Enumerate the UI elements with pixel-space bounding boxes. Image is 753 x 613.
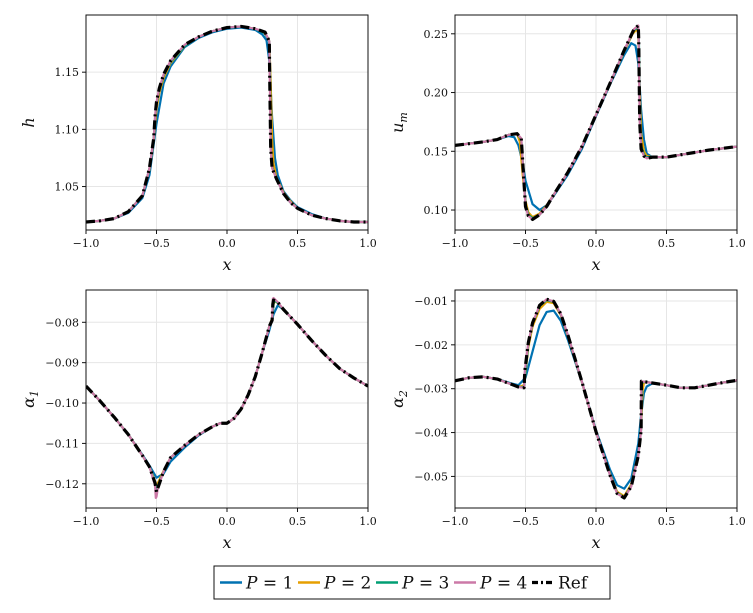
x-tick-label: −1.0: [73, 515, 100, 528]
x-tick-label: 0.5: [658, 237, 676, 250]
x-tick-label: −0.5: [143, 237, 170, 250]
y-tick-label: −0.10: [45, 397, 79, 410]
x-tick-label: 0.0: [218, 237, 236, 250]
legend-label: P = 1: [245, 574, 293, 594]
series-group: [455, 297, 737, 500]
y-tick-label: −0.11: [45, 437, 79, 450]
x-axis-label: x: [222, 533, 231, 552]
y-axis-label: h: [19, 117, 38, 127]
legend-box: [213, 565, 611, 600]
panel-4: −1.0 −0.5 0.0 0.5 1.0 −0.05 −0.04 −0.03 −0.02 −0.…: [388, 289, 746, 552]
x-tick-label: 0.5: [289, 237, 307, 250]
legend-label: P = 2: [323, 574, 371, 594]
x-tick-label: 0.0: [587, 237, 605, 250]
panel-3: −1.0 −0.5 0.0 0.5 1.0 −0.12 −0.11 −0.10 −0.09 −0.…: [19, 289, 377, 552]
y-tick-label: −0.09: [45, 357, 79, 370]
y-axis-label: um: [388, 112, 410, 133]
y-tick-label: −0.05: [414, 470, 448, 483]
series-line-5: [455, 297, 737, 500]
legend-label: P = 4: [479, 574, 527, 594]
y-tick-label: 0.15: [424, 145, 449, 158]
y-tick-label: −0.02: [414, 339, 448, 352]
panel-2: −1.0 −0.5 0.0 0.5 1.0 0.10 0.15 0.20 0.25 x um: [388, 14, 746, 274]
y-tick-label: −0.04: [414, 427, 448, 440]
x-tick-label: −0.5: [512, 237, 539, 250]
x-tick-label: −1.0: [442, 237, 469, 250]
legend-item-4: P = 4: [454, 574, 527, 594]
series-line-5: [86, 24, 368, 224]
y-tick-label: 0.10: [424, 204, 449, 217]
x-tick-label: −0.5: [512, 515, 539, 528]
legend-item-5: Ref: [532, 574, 589, 594]
x-axis-label: x: [222, 255, 231, 274]
x-tick-label: 0.5: [289, 515, 307, 528]
series-line-4: [86, 296, 368, 500]
y-axis-label: α2: [388, 390, 410, 408]
legend-item-3: P = 3: [376, 574, 449, 594]
y-tick-label: −0.12: [45, 478, 79, 491]
x-tick-label: 0.5: [658, 515, 676, 528]
x-tick-label: 0.0: [587, 515, 605, 528]
legend: P = 1 P = 2 P = 3 P = 4 Ref: [213, 565, 611, 600]
y-axis-label: α1: [19, 390, 41, 408]
series-group: [86, 24, 368, 224]
x-axis-label: x: [591, 533, 600, 552]
series-group: [86, 296, 368, 500]
y-tick-label: 0.25: [424, 28, 449, 41]
y-tick-label: −0.01: [414, 295, 448, 308]
y-tick-label: 0.20: [424, 87, 449, 100]
y-tick-label: −0.08: [45, 316, 79, 329]
series-group: [455, 23, 737, 222]
legend-item-2: P = 2: [298, 574, 371, 594]
x-tick-label: 0.0: [218, 515, 236, 528]
legend-label: Ref: [558, 574, 589, 594]
y-tick-label: −0.03: [414, 383, 448, 396]
x-tick-label: 1.0: [359, 237, 377, 250]
x-tick-label: 1.0: [728, 515, 746, 528]
x-tick-label: −0.5: [143, 515, 170, 528]
x-tick-label: 1.0: [359, 515, 377, 528]
panels: −1.0 −0.5 0.0 0.5 1.0 1.05 1.10 1.15 x h −1.0 −0.5 0…: [19, 14, 746, 552]
x-tick-label: −1.0: [73, 237, 100, 250]
y-tick-label: 1.10: [55, 123, 80, 136]
panel-1: −1.0 −0.5 0.0 0.5 1.0 1.05 1.10 1.15 x h: [19, 14, 377, 274]
legend-label: P = 3: [401, 574, 449, 594]
legend-item-1: P = 1: [220, 574, 293, 594]
y-tick-label: 1.15: [55, 66, 80, 79]
y-tick-label: 1.05: [55, 181, 80, 194]
x-tick-label: −1.0: [442, 515, 469, 528]
series-line-4: [455, 24, 737, 221]
x-axis-label: x: [591, 255, 600, 274]
x-tick-label: 1.0: [728, 237, 746, 250]
